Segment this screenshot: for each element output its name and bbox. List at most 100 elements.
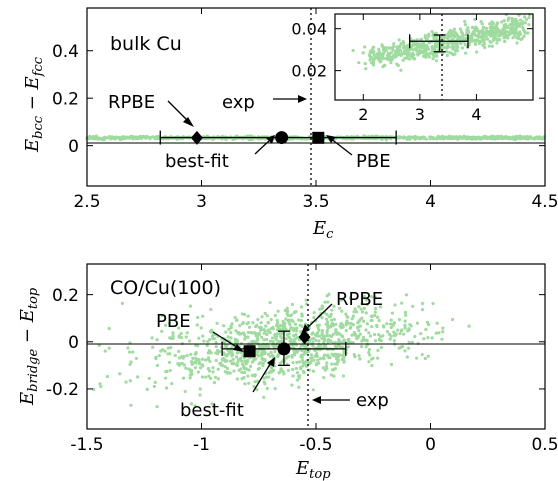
cloud-point [377, 333, 381, 337]
inset-scatter-cloud [351, 12, 532, 72]
cloud-point [261, 363, 265, 368]
cloud-point [152, 384, 156, 389]
cloud-point [244, 362, 248, 366]
inset-cloud-point [433, 44, 437, 48]
cloud-point [452, 135, 457, 139]
cloud-point [364, 328, 368, 332]
cloud-point [240, 359, 244, 363]
cloud-point [302, 362, 307, 366]
inset-cloud-point [371, 63, 376, 67]
cloud-point [341, 353, 345, 357]
cloud-point [131, 350, 135, 354]
cloud-point [247, 325, 252, 329]
inset-cloud-point [377, 47, 381, 51]
inset-cloud-point [456, 45, 460, 49]
cloud-point [273, 332, 277, 337]
cloud-point [241, 331, 245, 335]
inset-cloud-point [351, 48, 355, 53]
cloud-point [340, 309, 344, 313]
cloud-point [365, 322, 369, 326]
cloud-point [377, 337, 381, 341]
cloud-point [238, 324, 242, 328]
inset-cloud-point [389, 55, 393, 59]
cloud-point [407, 136, 411, 140]
cloud-point [356, 321, 360, 325]
inset-cloud-point [391, 48, 395, 52]
cloud-point [263, 382, 267, 386]
inset-cloud-point [380, 43, 384, 47]
cloud-point [314, 363, 319, 367]
bottom-panel-label: CO/Cu(100) [110, 277, 221, 299]
cloud-point [291, 326, 296, 331]
cloud-point [263, 311, 267, 315]
bottom-ytick-label: -0.2 [46, 380, 79, 400]
inset-cloud-point [363, 62, 367, 66]
cloud-point [355, 337, 359, 341]
inset-cloud-point [458, 27, 462, 31]
inset-cloud-point [453, 52, 457, 56]
cloud-point [128, 379, 132, 383]
inset-cloud-point [409, 53, 413, 57]
cloud-point [194, 352, 198, 356]
inset-cloud-point [522, 15, 527, 19]
cloud-point [289, 325, 293, 330]
cloud-point [229, 330, 233, 335]
cloud-point [160, 329, 164, 334]
cloud-point [440, 136, 445, 140]
cloud-point [296, 374, 301, 378]
cloud-point [285, 311, 289, 316]
cloud-point [370, 314, 374, 318]
cloud-point [211, 333, 215, 337]
cloud-point [265, 386, 269, 391]
cloud-point [325, 294, 329, 298]
cloud-point [204, 358, 208, 362]
cloud-point [275, 354, 280, 358]
cloud-point [313, 333, 318, 337]
cloud-point [376, 315, 380, 319]
inset-cloud-point [403, 45, 407, 49]
cloud-point [357, 328, 361, 333]
cloud-point [373, 313, 377, 318]
cloud-point [480, 136, 484, 140]
cloud-point [212, 381, 217, 385]
inset-cloud-point [484, 29, 488, 34]
cloud-point [113, 137, 117, 141]
cloud-point [396, 328, 400, 332]
cloud-point [164, 386, 169, 390]
inset-cloud-point [448, 34, 452, 39]
inset-cloud-point [515, 41, 519, 45]
inset-cloud-point [416, 44, 420, 48]
cloud-point [330, 308, 334, 312]
inset-cloud-point [468, 36, 472, 40]
cloud-point [342, 360, 346, 364]
marker-best-fit [275, 131, 289, 145]
cloud-point [299, 353, 304, 357]
inset-cloud-point [520, 37, 524, 41]
cloud-point [434, 331, 438, 335]
cloud-point [213, 375, 218, 379]
inset-cloud-point [442, 41, 446, 46]
cloud-point [303, 343, 307, 347]
cloud-point [208, 359, 212, 364]
cloud-point [97, 343, 101, 347]
cloud-point [237, 357, 241, 362]
cloud-point [163, 376, 168, 380]
cloud-point [173, 353, 177, 358]
inset-cloud-point [517, 36, 521, 41]
cloud-point [322, 353, 327, 357]
inset-cloud-point [482, 38, 486, 42]
cloud-point [297, 360, 302, 364]
cloud-point [249, 364, 253, 368]
annotation-rpbe-top: RPBE [108, 92, 155, 113]
cloud-point [362, 306, 366, 310]
inset-cloud-point [502, 19, 506, 23]
cloud-point [286, 368, 291, 372]
cloud-point [328, 355, 332, 360]
cloud-point [311, 388, 315, 392]
cloud-point [364, 298, 368, 302]
cloud-point [371, 356, 375, 360]
cloud-point [273, 349, 277, 354]
inset-cloud-point [527, 23, 531, 27]
bottom-ticks: -1.5 -1 -0.5 0 0.5 -0.2 0 0.2 [46, 264, 558, 455]
cloud-point [151, 135, 155, 139]
